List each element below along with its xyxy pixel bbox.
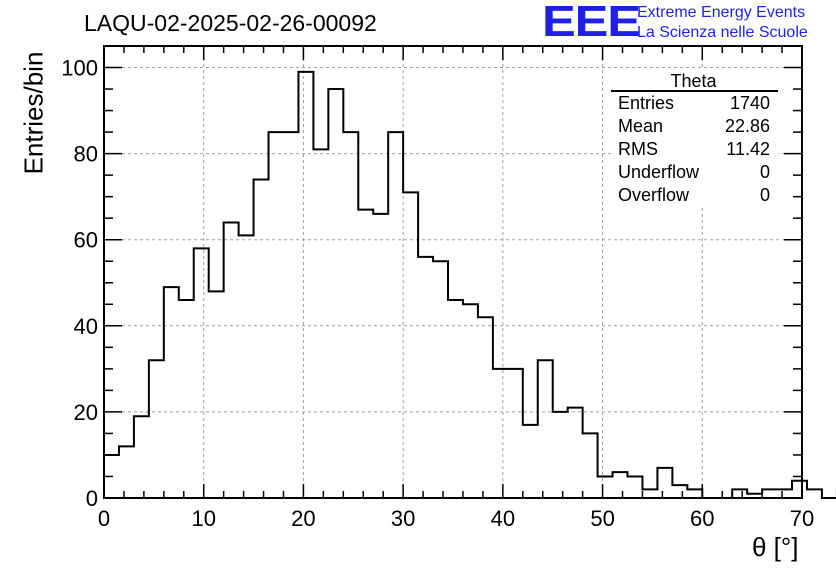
x-tick-label: 60 [690,506,714,531]
y-axis-label: Entries/bin [18,51,49,175]
y-tick-label: 60 [74,228,98,253]
stat-value-entries: 1740 [729,93,770,113]
tick-labels: 0 10 20 30 40 50 60 70 0 20 40 60 80 100 [61,56,814,531]
x-tick-label: 30 [391,506,415,531]
y-tick-label: 100 [61,56,98,81]
x-tick-label: 20 [291,506,315,531]
histogram-step-line [103,70,836,499]
x-tick-label: 50 [590,506,614,531]
plot-frame [103,45,803,499]
y-tick-label: 0 [86,486,98,511]
logo-line-1: Extreme Energy Events [637,4,806,21]
stat-value-underflow: 0 [759,162,770,182]
grid [104,46,802,498]
stat-label-underflow: Underflow [618,162,700,182]
y-tick-label: 80 [74,142,98,167]
stat-label-rms: RMS [618,139,658,159]
logo-line-2: La Scienza nelle Scuole [637,24,808,41]
stat-label-entries: Entries [618,93,675,113]
stat-label-mean: Mean [618,116,664,136]
stat-value-mean: 22.86 [724,116,770,136]
x-tick-label: 70 [790,506,814,531]
chart-title: LAQU-02-2025-02-26-00092 [84,10,377,36]
stat-value-overflow: 0 [759,185,770,205]
stat-label-overflow: Overflow [618,185,690,205]
y-tick-label: 20 [74,400,98,425]
x-tick-label: 10 [191,506,215,531]
stats-title: Theta [670,71,717,91]
x-tick-label: 40 [491,506,515,531]
stat-value-rms: 11.42 [726,139,770,159]
eee-logo: EEE [542,0,641,46]
x-axis-label: θ [°] [752,532,799,562]
stats-box [611,70,778,208]
x-tick-label: 0 [98,506,110,531]
y-tick-label: 40 [74,314,98,339]
